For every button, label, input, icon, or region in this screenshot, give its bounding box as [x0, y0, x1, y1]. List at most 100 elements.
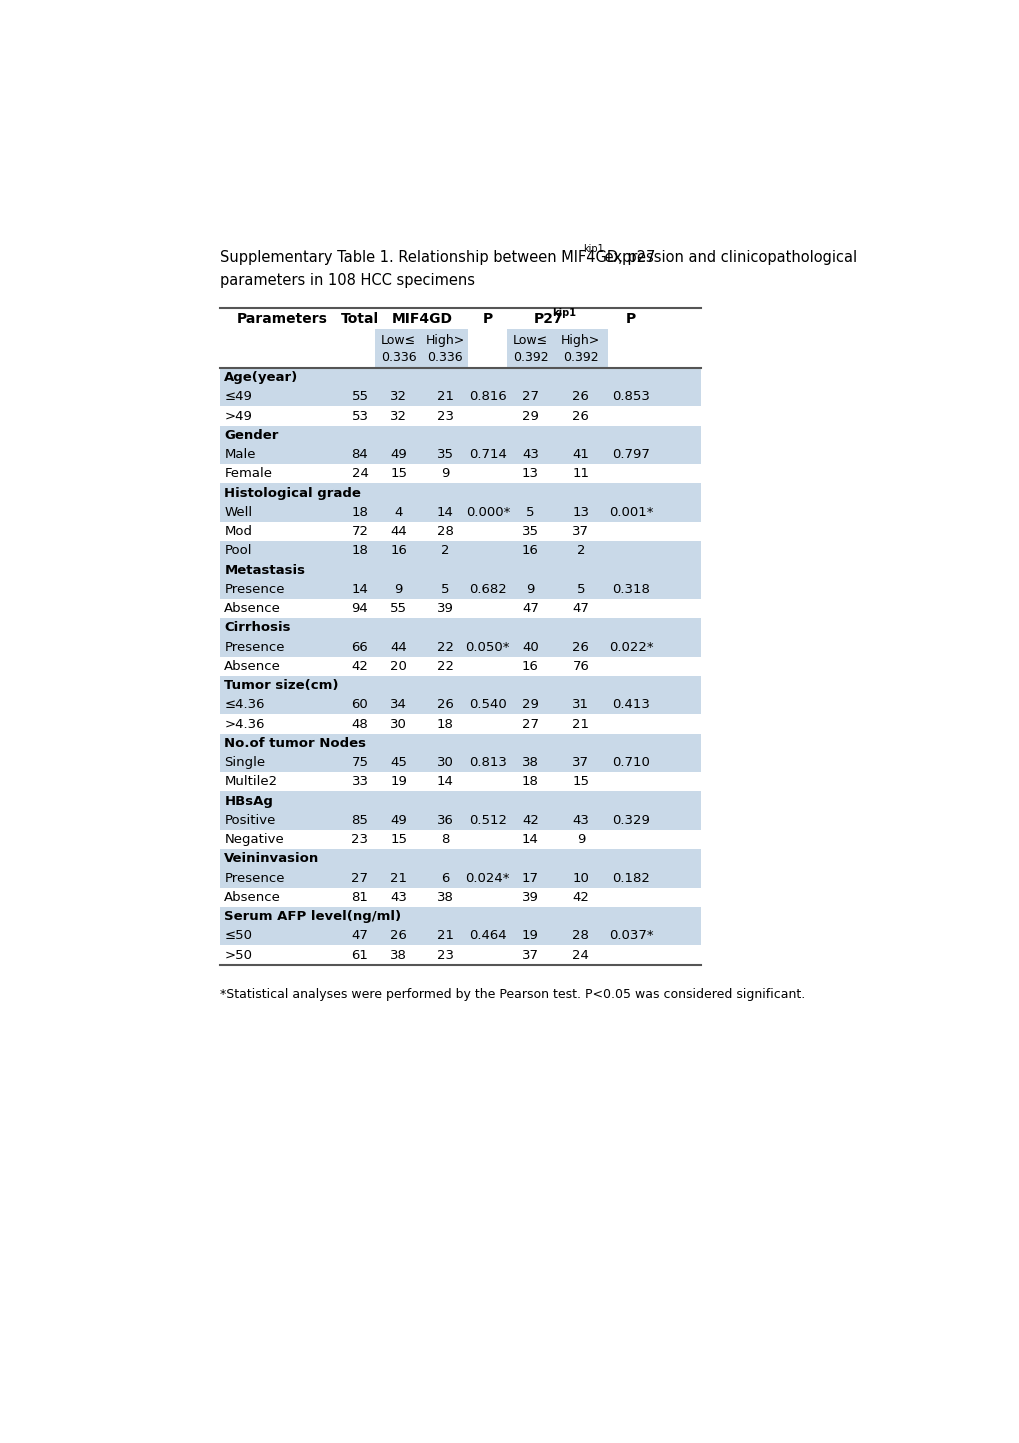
Text: 0.512: 0.512 [469, 814, 506, 827]
Text: 18: 18 [352, 544, 368, 557]
Text: 19: 19 [522, 929, 538, 942]
Text: ≤50: ≤50 [224, 929, 252, 942]
Text: 9: 9 [394, 583, 403, 596]
Text: 0.050*: 0.050* [465, 641, 510, 654]
Text: 4: 4 [394, 506, 403, 519]
Text: 38: 38 [436, 890, 453, 903]
Text: 0.318: 0.318 [611, 583, 649, 596]
Text: Male: Male [224, 449, 256, 462]
Text: 21: 21 [572, 717, 589, 730]
Text: 0.816: 0.816 [469, 391, 506, 404]
Text: 0.413: 0.413 [611, 698, 649, 711]
Bar [220, 696, 700, 714]
Text: 26: 26 [572, 641, 589, 654]
Text: 24: 24 [352, 468, 368, 481]
Text: 20: 20 [390, 659, 407, 672]
Text: 35: 35 [436, 449, 453, 462]
Text: Parameters: Parameters [236, 312, 328, 326]
Text: Supplementary Table 1. Relationship between MIF4GD, p27: Supplementary Table 1. Relationship betw… [220, 250, 655, 266]
Bar [220, 733, 700, 753]
Text: High>
0.336: High> 0.336 [425, 333, 465, 364]
Text: 9: 9 [526, 583, 534, 596]
Text: 0.001*: 0.001* [608, 506, 653, 519]
Text: 18: 18 [522, 775, 538, 788]
Text: 18: 18 [352, 506, 368, 519]
Text: 23: 23 [436, 948, 453, 961]
Bar [220, 368, 700, 387]
Text: 14: 14 [352, 583, 368, 596]
Text: MIF4GD: MIF4GD [391, 312, 452, 326]
Text: 8: 8 [440, 833, 449, 846]
Text: P27: P27 [533, 312, 562, 326]
Bar [220, 908, 700, 926]
Text: 39: 39 [522, 890, 538, 903]
Text: 9: 9 [440, 468, 449, 481]
Text: Presence: Presence [224, 641, 284, 654]
Text: 49: 49 [390, 449, 407, 462]
Text: 31: 31 [572, 698, 589, 711]
Text: 22: 22 [436, 641, 453, 654]
Bar [220, 387, 700, 407]
Bar [220, 638, 700, 657]
Text: 75: 75 [352, 756, 368, 769]
Text: 23: 23 [352, 833, 368, 846]
Text: 0.813: 0.813 [469, 756, 506, 769]
Text: Histological grade: Histological grade [224, 486, 361, 499]
Text: Pool: Pool [224, 544, 252, 557]
Text: Serum AFP level(ng/ml): Serum AFP level(ng/ml) [224, 911, 401, 924]
Text: 26: 26 [572, 391, 589, 404]
Text: 38: 38 [390, 948, 407, 961]
Text: 14: 14 [436, 506, 453, 519]
Bar [220, 483, 700, 502]
Text: 2: 2 [440, 544, 449, 557]
Text: 5: 5 [576, 583, 585, 596]
Text: 37: 37 [572, 525, 589, 538]
Text: 43: 43 [522, 449, 538, 462]
Bar [220, 580, 700, 599]
Text: Well: Well [224, 506, 253, 519]
Text: 17: 17 [522, 872, 538, 885]
Bar [220, 850, 700, 869]
Text: 5: 5 [526, 506, 534, 519]
Text: 30: 30 [390, 717, 407, 730]
Text: 27: 27 [522, 391, 538, 404]
Text: 0.024*: 0.024* [465, 872, 510, 885]
Text: 44: 44 [390, 641, 407, 654]
Text: 61: 61 [352, 948, 368, 961]
Text: 15: 15 [572, 775, 589, 788]
Text: 15: 15 [390, 833, 407, 846]
Text: 55: 55 [390, 602, 407, 615]
Text: 72: 72 [352, 525, 368, 538]
Text: 0.797: 0.797 [611, 449, 649, 462]
Text: ≤4.36: ≤4.36 [224, 698, 265, 711]
Text: 28: 28 [572, 929, 589, 942]
Text: kip1: kip1 [583, 244, 603, 254]
Text: 48: 48 [352, 717, 368, 730]
Text: >4.36: >4.36 [224, 717, 265, 730]
Text: Age(year): Age(year) [224, 371, 299, 384]
Text: 49: 49 [390, 814, 407, 827]
Text: 13: 13 [572, 506, 589, 519]
Text: 13: 13 [522, 468, 538, 481]
Text: Negative: Negative [224, 833, 284, 846]
Text: Cirrhosis: Cirrhosis [224, 622, 290, 635]
Text: 21: 21 [436, 391, 453, 404]
Text: 42: 42 [352, 659, 368, 672]
Text: 0.329: 0.329 [611, 814, 649, 827]
Text: 0.853: 0.853 [611, 391, 649, 404]
Text: 0.464: 0.464 [469, 929, 506, 942]
Text: 27: 27 [352, 872, 368, 885]
Text: 84: 84 [352, 449, 368, 462]
Bar [220, 560, 700, 580]
Bar [220, 869, 700, 887]
Text: 40: 40 [522, 641, 538, 654]
Text: 0.037*: 0.037* [608, 929, 653, 942]
Text: Absence: Absence [224, 659, 281, 672]
Text: 45: 45 [390, 756, 407, 769]
Text: 35: 35 [522, 525, 538, 538]
Bar [220, 811, 700, 830]
Text: 47: 47 [572, 602, 589, 615]
Text: Female: Female [224, 468, 272, 481]
Text: 43: 43 [572, 814, 589, 827]
Text: expression and clinicopathological: expression and clinicopathological [599, 250, 857, 266]
